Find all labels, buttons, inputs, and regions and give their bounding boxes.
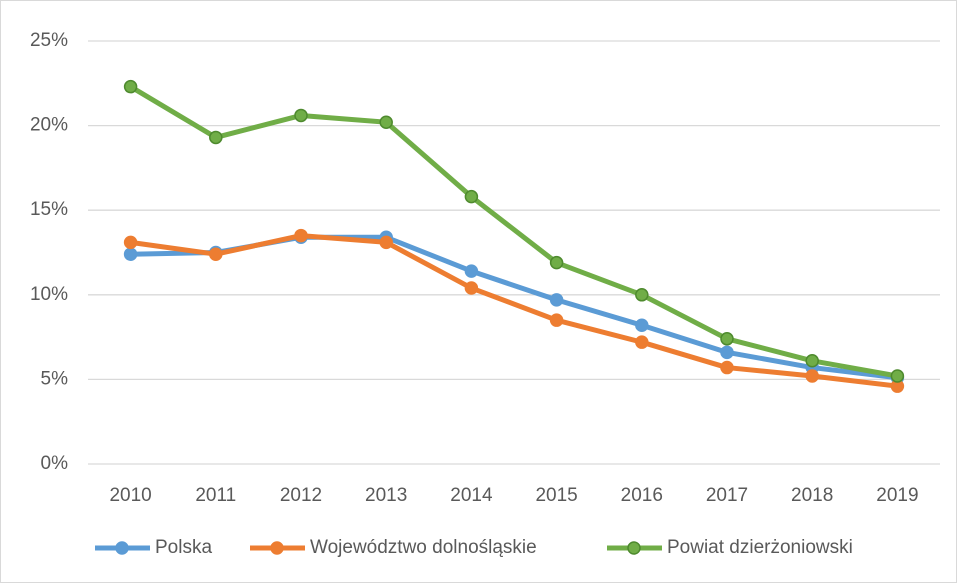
legend-marker [270,541,284,555]
x-tick-label: 2012 [280,485,322,506]
x-tick-label: 2017 [706,485,748,506]
x-tick-label: 2013 [365,485,407,506]
point [464,264,479,278]
legend-marker [115,541,129,555]
series-line [129,84,898,379]
point [379,115,393,129]
point [805,354,819,368]
x-tick-label: 2011 [195,485,236,506]
y-tick-label: 10% [30,284,68,305]
point [209,247,223,261]
point [549,313,564,327]
point [635,335,649,349]
legend-label: Powiat dzierżoniowski [667,537,853,558]
legend-label: Województwo dolnośląskie [310,537,537,558]
legend-label: Polska [155,537,212,558]
y-tick-label: 5% [41,368,69,389]
point [464,189,479,204]
point [720,332,734,346]
point [720,345,734,360]
point [635,288,649,302]
x-tick-label: 2010 [109,485,151,506]
point [549,293,564,307]
point [464,281,479,295]
x-tick-label: 2015 [535,485,577,506]
x-tick-label: 2014 [450,485,493,506]
y-tick-label: 15% [30,199,68,220]
y-tick-label: 20% [30,115,68,136]
point [294,228,308,243]
point [549,255,564,270]
point [805,369,819,383]
point [294,108,308,123]
point [890,369,905,383]
point [379,235,393,250]
point [209,130,223,145]
point [123,235,138,250]
y-tick-label: 0% [41,453,69,474]
legend-marker [627,541,641,555]
x-tick-label: 2018 [791,485,833,506]
x-tick-label: 2016 [621,485,663,506]
point [720,360,734,375]
point [635,318,649,333]
point [123,247,138,261]
x-tick-label: 2019 [876,485,918,506]
series-line [130,233,898,389]
point [123,79,138,94]
y-tick-label: 25% [30,30,68,51]
